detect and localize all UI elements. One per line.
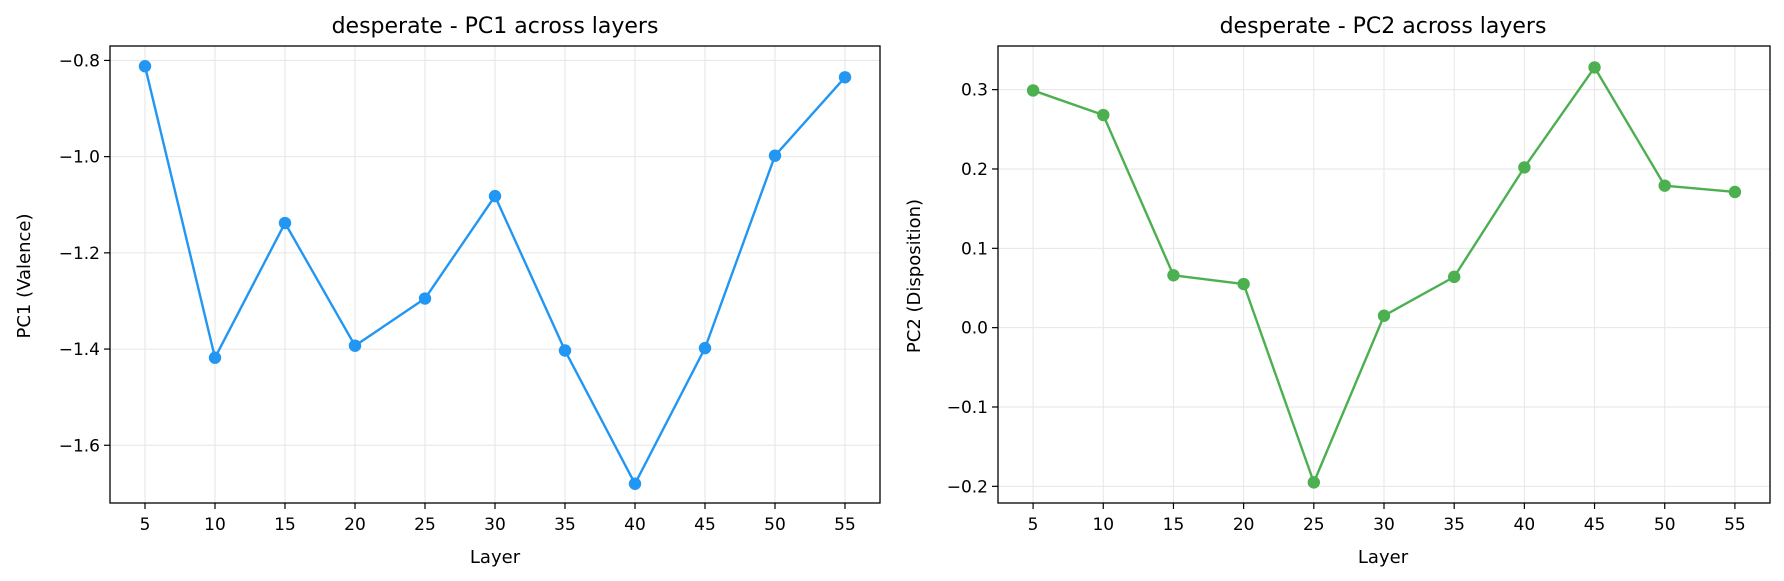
- pc1-x-tick-label: 5: [140, 515, 151, 535]
- pc1-x-tick-label: 45: [694, 515, 716, 535]
- pc2-y-tick-label: −0.1: [947, 398, 988, 418]
- pc1-chart: desperate - PC1 across layers Layer PC1 …: [14, 14, 881, 568]
- pc1-x-tick-label: 20: [344, 515, 366, 535]
- pc1-y-tick-label: −1.4: [59, 340, 100, 360]
- pc1-x-tick-label: 50: [764, 515, 786, 535]
- pc1-data-point: [768, 149, 782, 162]
- pc2-data-point: [1167, 269, 1180, 282]
- pc1-data-point: [208, 351, 222, 364]
- pc1-chart-title: desperate - PC1 across layers: [332, 14, 659, 39]
- pc1-y-axis-label: PC1 (Valence): [14, 213, 35, 338]
- pc2-x-tick-label: 10: [1092, 515, 1114, 535]
- pc1-x-tick-label: 30: [484, 515, 506, 535]
- pc1-plot-area: 5 10 15 20 25 30 35 40 45 50 55 −0.8 −1.0 −1.2 −1.4 −1.…: [59, 45, 881, 535]
- pc2-y-tick-label: 0.0: [961, 319, 988, 339]
- pc2-x-tick-label: 35: [1443, 515, 1465, 535]
- pc1-data-point: [418, 292, 432, 305]
- pc2-data-point: [1658, 179, 1671, 192]
- pc1-x-tick-label: 25: [414, 515, 436, 535]
- pc2-data-point: [1377, 309, 1391, 322]
- pc2-data-point: [1447, 270, 1461, 284]
- pc2-plot-area: 5 10 15 20 25 30 35 40 45 50 55 0.3 0.2 0.1 0.0 −0.1 −0.…: [947, 45, 1771, 535]
- pc1-x-tick-label: 55: [834, 515, 856, 535]
- pc2-x-axis-label: Layer: [1358, 547, 1409, 568]
- pc2-data-point: [1307, 476, 1321, 489]
- pc2-x-tick-label: 45: [1584, 515, 1606, 535]
- pc1-data-point: [138, 60, 152, 73]
- pc2-chart-title: desperate - PC2 across layers: [1220, 14, 1547, 39]
- pc1-data-point: [558, 344, 572, 357]
- pc2-x-tick-label: 30: [1373, 515, 1395, 535]
- pc2-y-tick-label: 0.2: [961, 160, 988, 180]
- pc1-y-tick-label: −0.8: [59, 51, 100, 71]
- pc2-data-point: [1518, 161, 1531, 174]
- pc2-data-point: [1588, 61, 1601, 74]
- pc1-x-tick-label: 15: [274, 515, 296, 535]
- pc1-data-point: [838, 71, 852, 84]
- pc2-data-point: [1237, 277, 1250, 291]
- pc1-data-point: [628, 477, 642, 490]
- pc2-y-axis-label: PC2 (Disposition): [904, 199, 925, 353]
- pc1-y-tick-label: −1.6: [59, 436, 100, 456]
- pc1-y-tick-label: −1.2: [59, 244, 100, 264]
- pc2-x-tick-label: 50: [1654, 515, 1676, 535]
- pc1-x-tick-label: 35: [554, 515, 576, 535]
- pc2-x-tick-label: 55: [1724, 515, 1746, 535]
- pc1-data-point: [488, 189, 502, 203]
- pc1-x-tick-label: 40: [624, 515, 646, 535]
- pc2-x-tick-label: 5: [1028, 515, 1039, 535]
- pc2-chart: desperate - PC2 across layers Layer PC2 …: [904, 14, 1771, 568]
- pc2-x-tick-label: 25: [1303, 515, 1325, 535]
- pc2-data-point: [1728, 185, 1742, 199]
- pc2-x-tick-label: 15: [1163, 515, 1185, 535]
- pc1-data-point: [348, 339, 362, 352]
- pc2-data-point: [1026, 84, 1040, 97]
- pc1-data-point: [278, 216, 292, 230]
- pc1-x-tick-label: 10: [204, 515, 226, 535]
- pc1-data-point: [698, 341, 712, 355]
- pc2-y-tick-label: 0.1: [961, 239, 988, 259]
- pc2-y-tick-label: −0.2: [947, 477, 988, 497]
- pc2-x-tick-label: 40: [1514, 515, 1536, 535]
- pc1-y-tick-label: −1.0: [59, 148, 100, 168]
- pc2-y-tick-label: 0.3: [961, 81, 988, 101]
- pc2-x-tick-label: 20: [1233, 515, 1255, 535]
- pc1-x-axis-label: Layer: [470, 547, 521, 568]
- pc2-data-point: [1097, 108, 1110, 122]
